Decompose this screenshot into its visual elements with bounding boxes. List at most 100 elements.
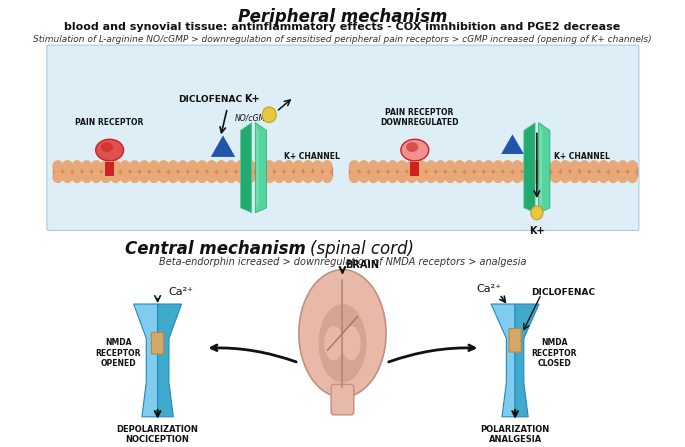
Text: Peripheral mechanism: Peripheral mechanism — [238, 8, 447, 26]
Text: PAIN RECEPTOR: PAIN RECEPTOR — [75, 118, 144, 127]
Circle shape — [169, 161, 178, 172]
Circle shape — [323, 161, 332, 172]
Circle shape — [216, 172, 226, 182]
Polygon shape — [134, 304, 158, 417]
Polygon shape — [501, 135, 524, 154]
Text: BRAIN: BRAIN — [345, 260, 379, 270]
Polygon shape — [211, 135, 235, 157]
Circle shape — [313, 161, 323, 172]
Circle shape — [130, 161, 140, 172]
Text: DICLOFENAC: DICLOFENAC — [531, 288, 595, 297]
Ellipse shape — [406, 142, 419, 152]
Circle shape — [522, 161, 532, 172]
Circle shape — [101, 161, 111, 172]
Circle shape — [323, 172, 332, 182]
Circle shape — [226, 172, 236, 182]
Circle shape — [216, 161, 226, 172]
Circle shape — [474, 161, 484, 172]
Circle shape — [284, 161, 293, 172]
Text: DEPOLARIZATION
NOCICEPTION: DEPOLARIZATION NOCICEPTION — [116, 425, 199, 444]
Ellipse shape — [96, 139, 123, 161]
Polygon shape — [256, 125, 259, 211]
Polygon shape — [256, 122, 266, 213]
Polygon shape — [540, 125, 542, 211]
Circle shape — [262, 107, 276, 122]
Circle shape — [359, 161, 369, 172]
Text: Central mechanism: Central mechanism — [125, 240, 306, 258]
Circle shape — [313, 172, 323, 182]
Circle shape — [293, 172, 303, 182]
Circle shape — [284, 172, 293, 182]
Text: (spinal cord): (spinal cord) — [310, 240, 414, 258]
Bar — [410, 162, 419, 176]
Circle shape — [274, 172, 284, 182]
Circle shape — [551, 161, 560, 172]
Circle shape — [349, 172, 359, 182]
Circle shape — [245, 172, 255, 182]
Circle shape — [92, 172, 101, 182]
Circle shape — [580, 172, 589, 182]
Polygon shape — [515, 304, 539, 417]
Circle shape — [455, 172, 464, 182]
Circle shape — [484, 161, 493, 172]
Circle shape — [369, 161, 378, 172]
Circle shape — [72, 161, 82, 172]
Text: K+ CHANNEL
OPENED: K+ CHANNEL OPENED — [554, 152, 610, 172]
Circle shape — [522, 172, 532, 182]
Circle shape — [570, 161, 580, 172]
Circle shape — [236, 172, 245, 182]
Circle shape — [255, 172, 264, 182]
Circle shape — [82, 161, 92, 172]
Circle shape — [121, 161, 130, 172]
Circle shape — [503, 172, 512, 182]
Circle shape — [82, 172, 92, 182]
Circle shape — [445, 161, 455, 172]
Circle shape — [426, 172, 436, 182]
Circle shape — [197, 161, 207, 172]
Circle shape — [245, 161, 255, 172]
Circle shape — [493, 172, 503, 182]
Polygon shape — [538, 122, 550, 213]
Circle shape — [62, 172, 72, 182]
Circle shape — [149, 161, 159, 172]
Ellipse shape — [299, 270, 386, 397]
Circle shape — [388, 172, 397, 182]
Circle shape — [436, 172, 445, 182]
Polygon shape — [524, 122, 535, 213]
Circle shape — [53, 172, 62, 182]
Text: PAIN RECEPTOR
DOWNREGULATED: PAIN RECEPTOR DOWNREGULATED — [380, 108, 458, 127]
Text: NMDA
RECEPTOR
CLOSED: NMDA RECEPTOR CLOSED — [532, 338, 577, 368]
Circle shape — [627, 161, 637, 172]
Circle shape — [369, 172, 378, 182]
Circle shape — [236, 161, 245, 172]
Circle shape — [397, 161, 407, 172]
Circle shape — [121, 172, 130, 182]
Circle shape — [599, 172, 608, 182]
Circle shape — [541, 161, 551, 172]
Circle shape — [407, 172, 416, 182]
Circle shape — [264, 161, 274, 172]
Circle shape — [274, 161, 284, 172]
Circle shape — [264, 172, 274, 182]
Circle shape — [207, 161, 216, 172]
Text: K+: K+ — [529, 226, 545, 236]
Circle shape — [464, 161, 474, 172]
Text: NMDA
RECEPTOR
OPENED: NMDA RECEPTOR OPENED — [96, 338, 141, 368]
Circle shape — [255, 161, 264, 172]
Ellipse shape — [319, 304, 366, 383]
Text: DICLOFENAC: DICLOFENAC — [178, 95, 242, 104]
Circle shape — [531, 206, 543, 219]
Bar — [105, 162, 114, 176]
Circle shape — [303, 172, 313, 182]
Circle shape — [101, 172, 111, 182]
Circle shape — [197, 172, 207, 182]
Circle shape — [169, 172, 178, 182]
Circle shape — [532, 161, 541, 172]
Text: Ca²⁺: Ca²⁺ — [477, 284, 501, 294]
Circle shape — [188, 172, 197, 182]
Circle shape — [608, 172, 618, 182]
Text: Ca²⁺: Ca²⁺ — [168, 287, 193, 297]
Text: K+ CHANNEL
CLOSED: K+ CHANNEL CLOSED — [284, 152, 340, 172]
Circle shape — [416, 172, 426, 182]
Circle shape — [570, 172, 580, 182]
